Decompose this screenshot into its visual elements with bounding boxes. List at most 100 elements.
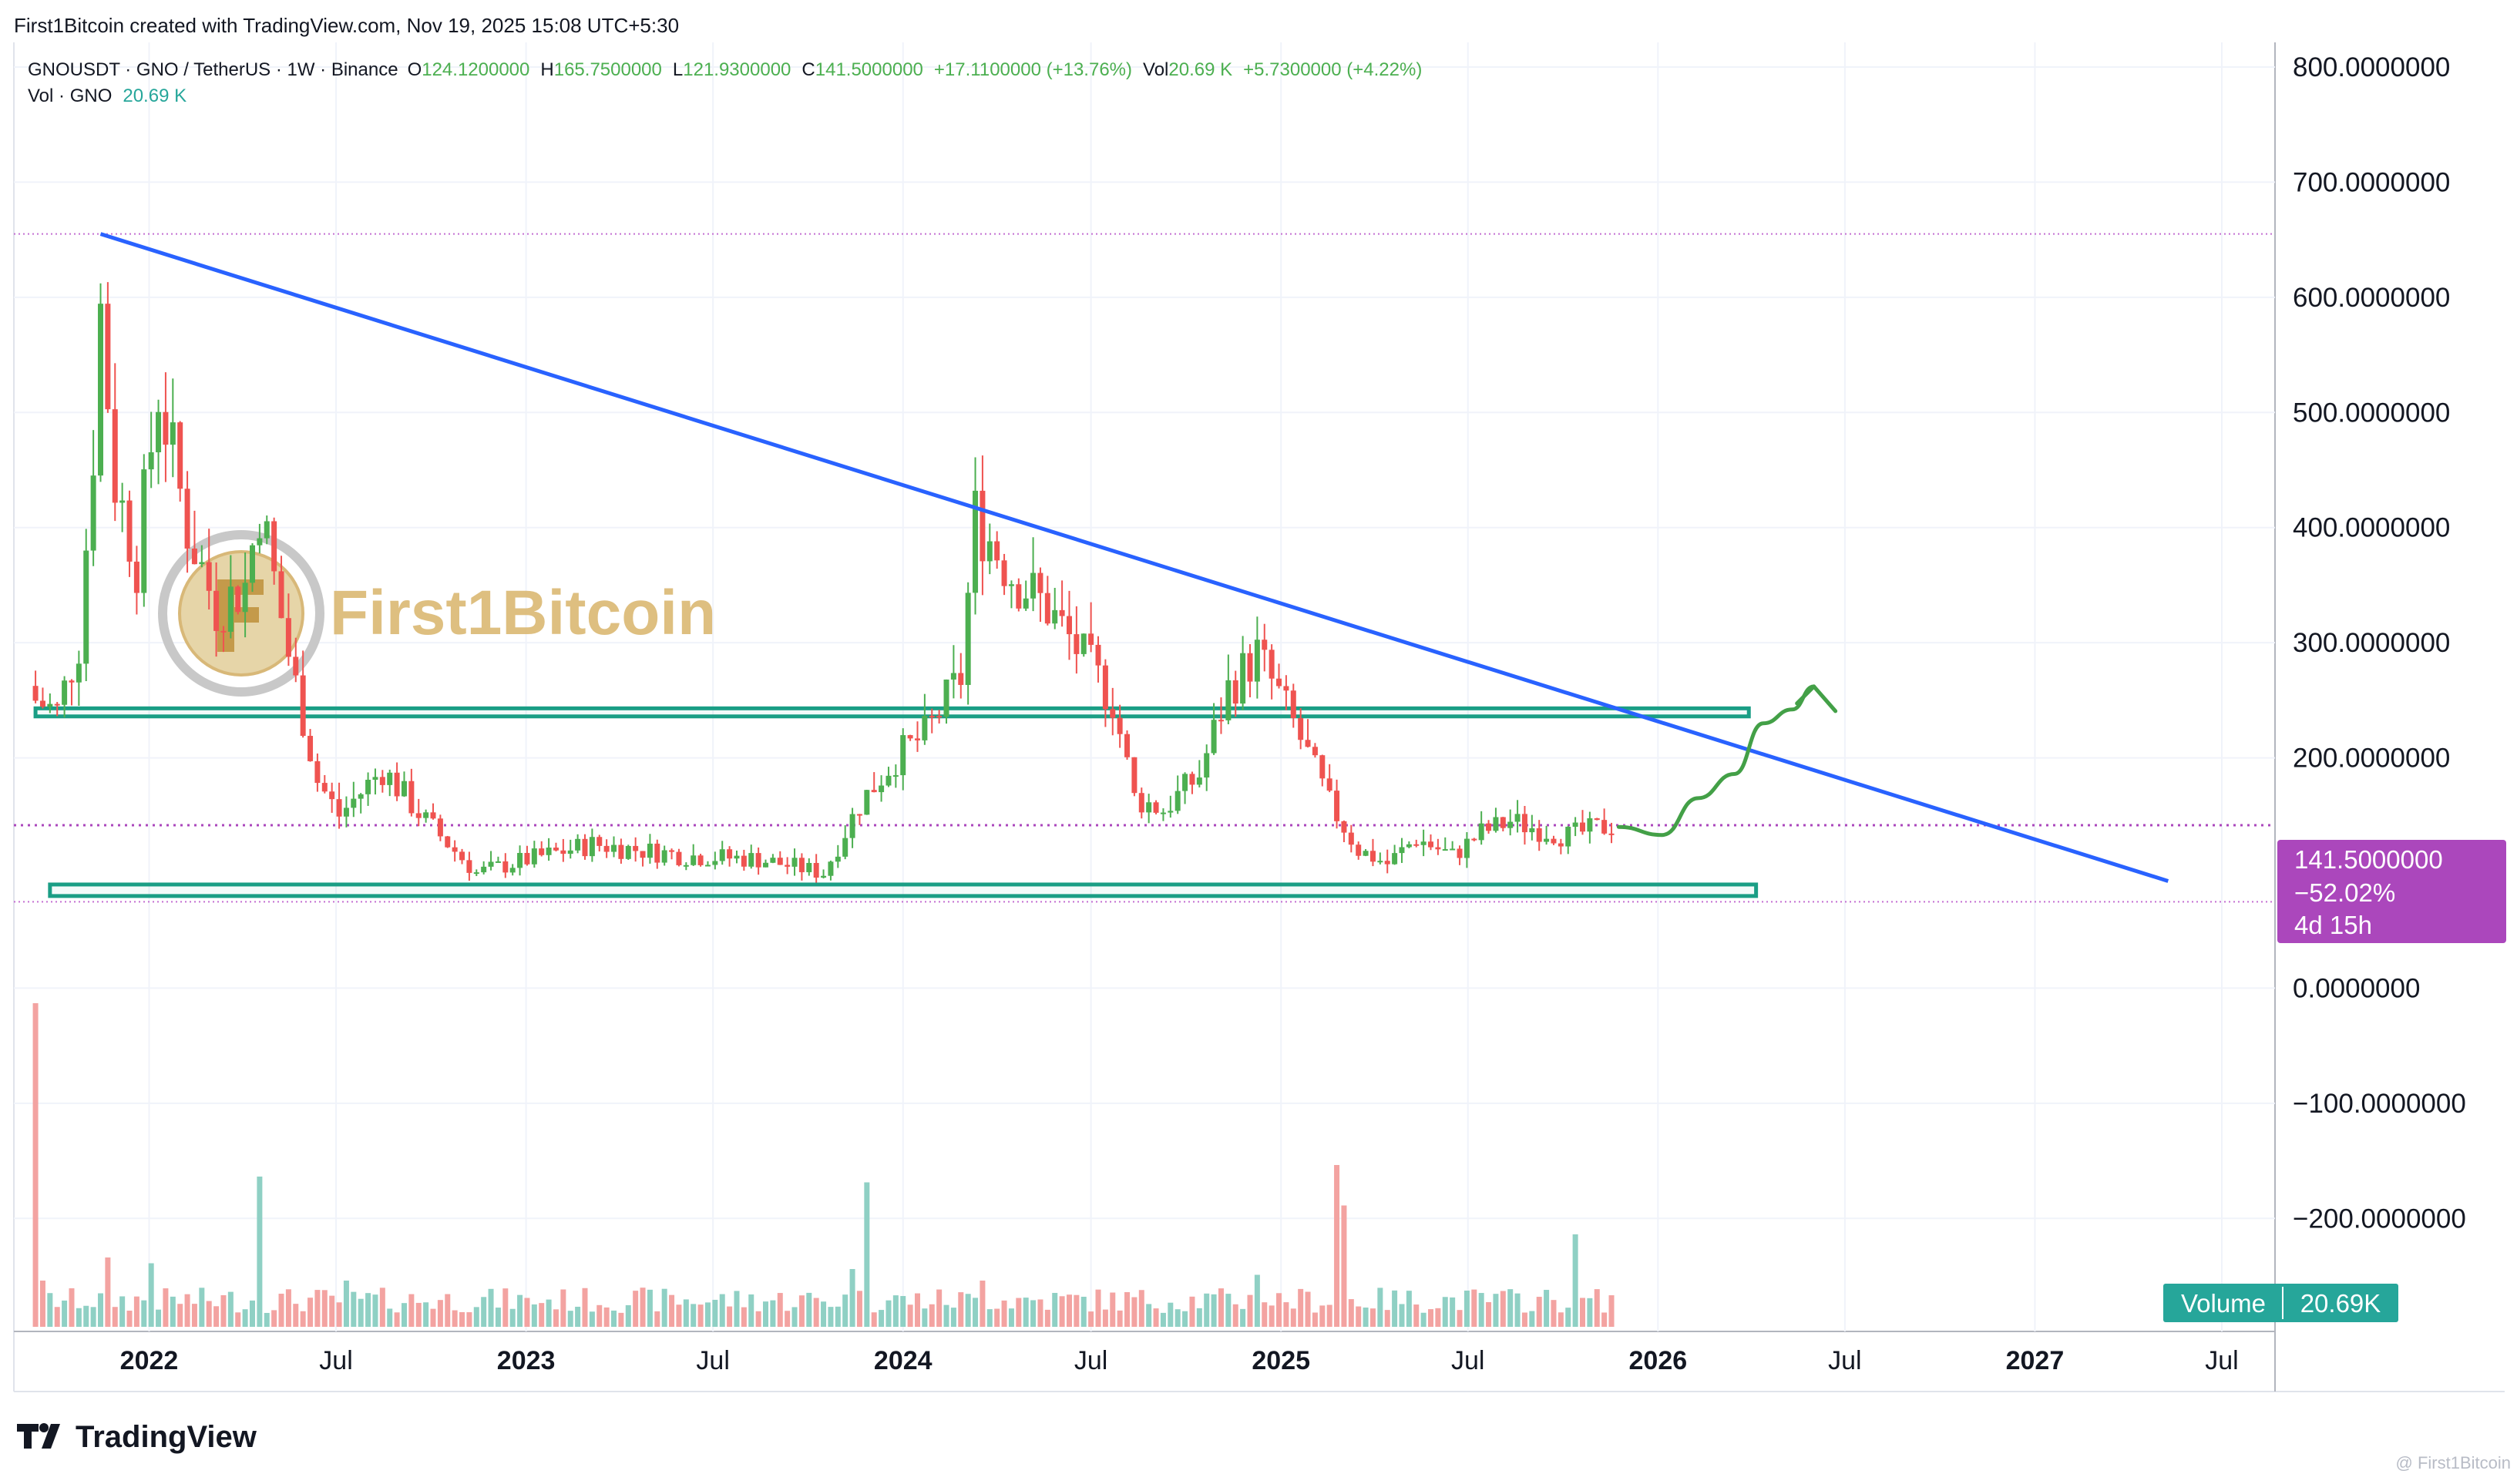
volume-bar — [415, 1302, 422, 1327]
volume-bar — [133, 1296, 139, 1327]
candle-body — [763, 862, 769, 868]
volume-bar — [806, 1292, 812, 1327]
projection-path[interactable] — [1616, 684, 1816, 838]
volume-bar — [1521, 1312, 1527, 1327]
candle-body — [1551, 838, 1557, 844]
volume-bar — [1074, 1294, 1080, 1327]
candle-body — [1052, 609, 1058, 624]
volume-bar — [1247, 1294, 1253, 1327]
volume-bar — [1030, 1300, 1037, 1327]
candle-body — [1450, 848, 1456, 851]
volume-bar — [618, 1312, 624, 1327]
volume-bar — [488, 1288, 494, 1327]
volume-bar — [76, 1308, 82, 1327]
volume-bar — [1457, 1310, 1463, 1327]
volume-bar — [184, 1294, 190, 1327]
candle-body — [1074, 634, 1080, 654]
volume-bar — [119, 1296, 126, 1327]
volume-bar — [727, 1306, 733, 1327]
volume-bar — [1450, 1297, 1456, 1327]
volume-bar — [611, 1310, 617, 1327]
candle-body — [1023, 598, 1029, 609]
volume-bar — [741, 1307, 747, 1327]
volume-bar — [1377, 1288, 1383, 1327]
candle-body — [54, 703, 60, 706]
volume-bar — [1413, 1304, 1420, 1327]
volume-bar — [1088, 1311, 1094, 1327]
volume-bar — [47, 1293, 53, 1327]
candle-body — [1369, 851, 1376, 862]
volume-bar — [821, 1301, 827, 1327]
volume-bar — [1369, 1308, 1376, 1327]
volume-bar — [625, 1304, 631, 1327]
candle-body — [900, 735, 906, 776]
volume-bar — [271, 1310, 277, 1327]
candle-body — [943, 679, 949, 717]
horizontal-levels — [14, 233, 2275, 903]
descending-trendline[interactable] — [99, 232, 2169, 883]
volume-bar — [249, 1300, 255, 1327]
candle-body — [1356, 844, 1362, 856]
volume-bar — [958, 1292, 964, 1327]
volume-bar — [1269, 1305, 1275, 1327]
candle-body — [791, 858, 798, 867]
volume-bars — [32, 1003, 1615, 1327]
volume-bar — [1594, 1289, 1600, 1327]
watermark-logo-icon — [158, 530, 324, 697]
candle-body — [300, 675, 306, 737]
volume-bar — [1131, 1297, 1138, 1327]
candle-body — [1384, 861, 1390, 865]
current-price-tag: 141.5000000 −52.02% 4d 15h — [2277, 840, 2506, 943]
candle-body — [105, 304, 111, 410]
volume-bar — [1341, 1205, 1347, 1327]
candle-body — [401, 781, 407, 797]
volume-bar — [329, 1295, 335, 1327]
candle-body — [1290, 690, 1296, 719]
volume-bar — [473, 1307, 479, 1327]
drawings[interactable] — [99, 232, 2169, 883]
candle-body — [47, 703, 53, 707]
candle-body — [1587, 818, 1593, 832]
candle-body — [184, 489, 190, 549]
volume-bar — [235, 1312, 241, 1327]
volume-bar — [1262, 1302, 1268, 1327]
candle-body — [459, 851, 465, 861]
volume-bar — [1305, 1291, 1311, 1327]
candle-body — [965, 593, 971, 685]
candle-body — [1095, 644, 1101, 666]
candle-body — [408, 781, 415, 814]
support-zone[interactable] — [48, 882, 1759, 898]
volume-bar — [798, 1295, 805, 1327]
volume-bar — [1312, 1312, 1318, 1327]
candle-body — [445, 836, 451, 848]
volume-bar — [596, 1304, 603, 1327]
volume-bar — [1478, 1293, 1484, 1327]
candle-body — [828, 861, 834, 876]
y-tick-label: 200.0000000 — [2293, 744, 2450, 774]
y-tick-label: 0.0000000 — [2293, 973, 2420, 1003]
volume-bar — [777, 1293, 783, 1327]
candle-body — [821, 875, 827, 878]
zones[interactable] — [33, 706, 1759, 898]
volume-bar — [1544, 1290, 1550, 1327]
projection-arrowhead-icon — [1795, 684, 1838, 713]
candle-body — [885, 775, 892, 786]
volume-tag: Volume 20.69K — [2163, 1284, 2398, 1322]
candle-body — [785, 865, 791, 867]
candle-body — [640, 851, 646, 858]
volume-bar — [1493, 1294, 1499, 1327]
volume-bar — [351, 1291, 357, 1327]
tradingview-logo[interactable]: TradingView — [17, 1420, 257, 1454]
volume-bar — [336, 1302, 342, 1327]
candle-body — [1262, 640, 1268, 650]
candle-body — [618, 844, 624, 859]
candle-body — [1001, 560, 1007, 586]
legend-vol-change: +5.7300000 (+4.22%) — [1243, 59, 1422, 80]
candle-body — [133, 561, 139, 593]
resistance-zone[interactable] — [33, 706, 1751, 719]
volume-bar — [965, 1294, 971, 1327]
volume-bar — [539, 1303, 545, 1327]
candle-body — [1572, 822, 1578, 827]
legend-close-label: C — [801, 59, 815, 80]
